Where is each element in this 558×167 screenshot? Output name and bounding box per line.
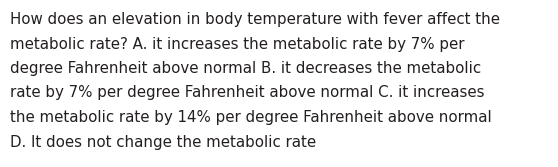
Text: the metabolic rate by 14% per degree Fahrenheit above normal: the metabolic rate by 14% per degree Fah… xyxy=(10,110,492,125)
Text: metabolic rate? A. it increases the metabolic rate by 7% per: metabolic rate? A. it increases the meta… xyxy=(10,37,464,51)
Text: degree Fahrenheit above normal B. it decreases the metabolic: degree Fahrenheit above normal B. it dec… xyxy=(10,61,481,76)
Text: D. It does not change the metabolic rate: D. It does not change the metabolic rate xyxy=(10,134,316,149)
Text: How does an elevation in body temperature with fever affect the: How does an elevation in body temperatur… xyxy=(10,12,500,27)
Text: rate by 7% per degree Fahrenheit above normal C. it increases: rate by 7% per degree Fahrenheit above n… xyxy=(10,86,484,101)
